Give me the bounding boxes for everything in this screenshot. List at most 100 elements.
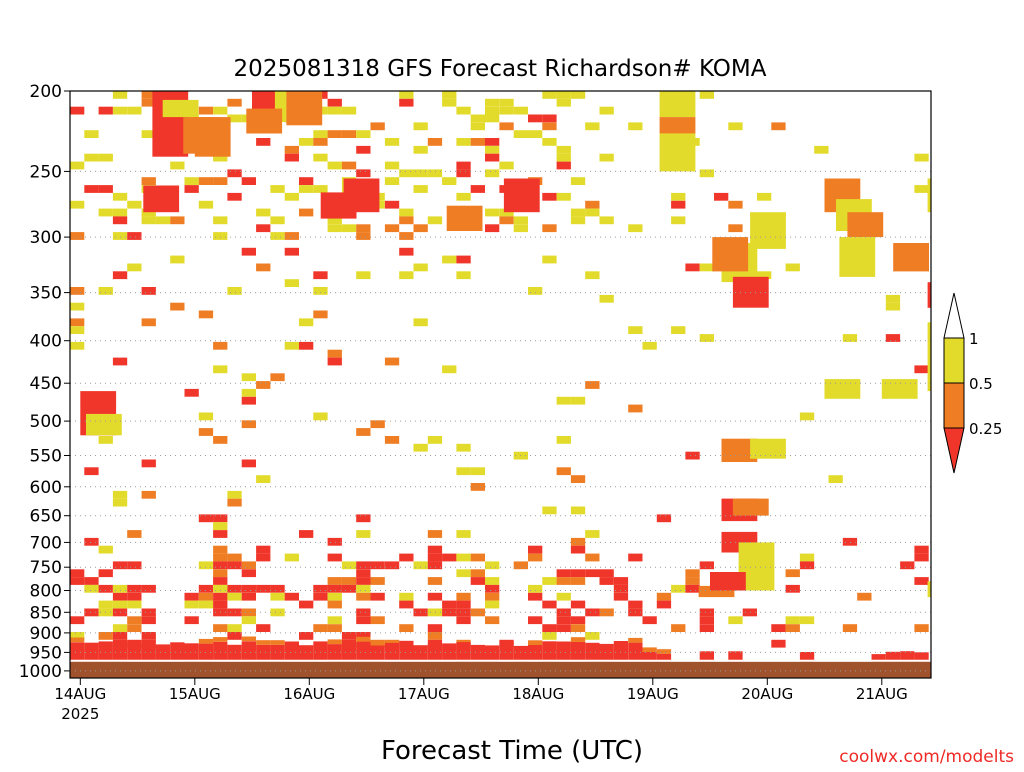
y-tick-label: 450 xyxy=(30,374,62,394)
ri-cell xyxy=(413,443,428,452)
ri-cell xyxy=(427,561,443,570)
ri-cell xyxy=(141,616,156,625)
boundary-cell xyxy=(485,645,500,662)
boundary-cell xyxy=(184,643,199,662)
ri-cell xyxy=(585,208,600,217)
y-tick-label: 200 xyxy=(30,82,62,102)
ri-cell xyxy=(842,334,858,342)
ri-cell xyxy=(241,388,256,397)
boundary-cell xyxy=(256,644,271,662)
ri-cell xyxy=(141,490,156,499)
ri-cell xyxy=(413,318,428,327)
ri-cell xyxy=(112,592,128,601)
ri-cell xyxy=(284,145,299,154)
ri-patch xyxy=(162,99,199,118)
ri-cell xyxy=(356,608,371,617)
boundary-cell xyxy=(456,642,471,662)
ri-cell xyxy=(227,287,242,295)
ri-cell xyxy=(184,600,199,609)
ri-cell xyxy=(427,577,443,585)
ri-cell xyxy=(213,153,228,162)
boundary-cell xyxy=(528,640,543,645)
boundary-cell xyxy=(399,640,414,662)
ri-patch xyxy=(893,243,929,272)
ri-cell xyxy=(256,224,271,233)
ri-cell xyxy=(885,302,901,311)
ri-cell xyxy=(499,106,514,115)
ri-cell xyxy=(256,381,271,389)
ri-cell xyxy=(98,569,113,578)
boundary-cell xyxy=(914,652,929,662)
ri-cell xyxy=(84,185,99,193)
ri-cell xyxy=(356,569,371,578)
ri-patch xyxy=(659,117,696,134)
x-tick-label: 16AUG xyxy=(283,685,335,703)
ri-cell xyxy=(141,91,156,99)
ri-cell xyxy=(170,161,185,170)
ri-cell xyxy=(198,514,214,523)
ri-cell xyxy=(628,553,643,562)
boundary-cell xyxy=(370,645,385,662)
y-tick-label: 300 xyxy=(30,228,62,248)
ri-cell xyxy=(485,208,500,217)
ri-cell xyxy=(728,122,743,131)
y-tick-label: 800 xyxy=(30,582,62,602)
chart-title: 2025081318 GFS Forecast Richardson# KOMA xyxy=(234,56,767,82)
boundary-cell xyxy=(413,645,428,662)
ri-cell xyxy=(542,114,557,123)
boundary-cell xyxy=(70,637,85,643)
ri-cell xyxy=(914,553,929,562)
ri-cell xyxy=(485,153,500,162)
ri-cell xyxy=(184,388,199,397)
ri-cell xyxy=(299,185,314,193)
ri-cell xyxy=(213,577,228,585)
ri-cell xyxy=(599,569,614,578)
ri-cell xyxy=(914,545,929,554)
ri-cell xyxy=(427,530,443,538)
ri-cell xyxy=(213,569,228,578)
y-tick-label: 900 xyxy=(30,624,62,644)
ri-cell xyxy=(98,153,113,162)
ri-cell xyxy=(70,232,85,240)
ri-cell xyxy=(356,616,371,625)
ri-cell xyxy=(442,255,457,264)
y-tick-label: 750 xyxy=(30,558,62,578)
ri-cell xyxy=(914,365,929,374)
ri-patch xyxy=(750,212,786,249)
boundary-cell xyxy=(442,643,457,662)
y-tick-label: 700 xyxy=(30,533,62,553)
ri-cell xyxy=(370,420,385,429)
ri-cell xyxy=(284,232,299,240)
ri-cell xyxy=(513,106,528,115)
ri-cell xyxy=(399,624,414,632)
ri-cell xyxy=(857,592,872,601)
ri-cell xyxy=(127,592,142,601)
ri-cell xyxy=(70,632,85,640)
ri-cell xyxy=(570,624,586,632)
ri-cell xyxy=(141,632,156,640)
ri-patch xyxy=(732,498,769,516)
ri-cell xyxy=(141,318,156,327)
ri-cell xyxy=(313,287,328,295)
ri-cell xyxy=(427,553,443,562)
ri-cell xyxy=(356,428,371,436)
ri-patch xyxy=(750,438,786,459)
ri-cell xyxy=(456,467,471,476)
ri-cell xyxy=(585,553,600,562)
ri-cell xyxy=(341,632,357,640)
ri-cell xyxy=(170,302,185,311)
boundary-cell xyxy=(155,644,171,662)
credit-text[interactable]: coolwx.com/modelts xyxy=(839,747,1014,767)
ri-cell xyxy=(213,624,228,632)
ri-patch xyxy=(446,205,483,231)
x-tick-label: 19AUG xyxy=(627,685,679,703)
ri-cell xyxy=(499,122,514,131)
ri-cell xyxy=(570,577,586,585)
ri-cell xyxy=(213,584,228,593)
ri-cell xyxy=(399,98,414,107)
boundary-cell xyxy=(556,641,571,662)
ri-cell xyxy=(656,592,672,601)
ri-cell xyxy=(98,600,113,609)
ri-cell xyxy=(570,545,586,554)
ri-cell xyxy=(141,287,156,295)
